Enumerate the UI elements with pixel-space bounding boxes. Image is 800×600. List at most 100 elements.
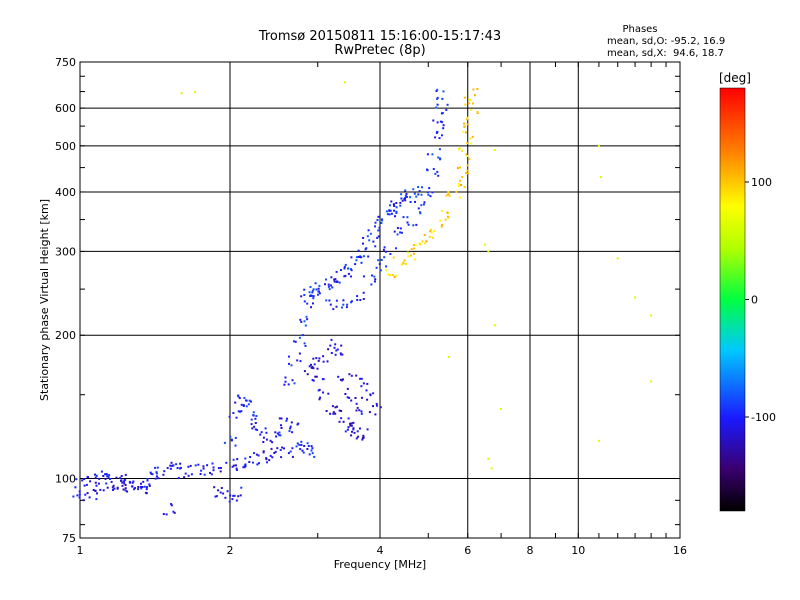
echo-point [343, 81, 346, 84]
echo-point [400, 231, 403, 234]
echo-point [345, 306, 348, 309]
echo-point [472, 88, 475, 91]
echo-point [442, 127, 445, 130]
echo-point [252, 414, 255, 417]
echo-point [219, 467, 222, 469]
echo-point [78, 493, 81, 496]
echo-point [310, 449, 313, 452]
echo-point [393, 205, 396, 207]
echo-point [179, 462, 182, 465]
echo-point [476, 111, 479, 113]
echo-point [374, 413, 377, 416]
echo-point [466, 172, 469, 175]
echo-point [84, 493, 87, 496]
echo-point [234, 444, 237, 447]
echo-point [372, 240, 375, 243]
echo-point [311, 365, 314, 368]
echo-point [235, 467, 238, 470]
echo-point [367, 229, 370, 232]
echo-point [278, 431, 281, 434]
y-tick-label: 750 [55, 56, 76, 69]
echo-point [375, 404, 378, 407]
echo-point [336, 348, 339, 351]
echo-point [350, 434, 353, 437]
echo-point [274, 450, 277, 453]
echo-point [466, 155, 469, 157]
echo-point [350, 269, 353, 272]
echo-point [308, 453, 311, 456]
echo-point [170, 504, 173, 507]
echo-point [392, 203, 395, 206]
y-axis-ticks: 75 100 200 300 400 500 600 750 [55, 56, 680, 545]
echo-point [441, 97, 444, 100]
echo-point [124, 473, 127, 476]
echo-point [461, 149, 464, 152]
echo-point [404, 199, 407, 202]
echo-point [327, 392, 330, 395]
echo-point [312, 302, 314, 305]
echo-point [94, 476, 97, 479]
echo-point [132, 480, 135, 483]
echo-point [237, 495, 240, 498]
echo-point [318, 357, 321, 360]
y-tick-label: 600 [55, 102, 76, 115]
echo-point [189, 464, 192, 467]
echo-point [440, 209, 443, 212]
echo-point [360, 385, 363, 388]
echo-point [469, 99, 472, 102]
echo-point [461, 176, 464, 178]
echo-point [112, 484, 115, 487]
echo-point [81, 479, 84, 482]
echo-point [353, 431, 356, 434]
echo-point [255, 415, 258, 417]
echo-point [155, 471, 158, 474]
echo-point [372, 392, 375, 395]
echo-point [399, 227, 402, 230]
echo-point [134, 487, 136, 489]
echo-point [140, 487, 143, 490]
echo-point [374, 280, 376, 283]
echo-point [429, 195, 432, 198]
echo-point [318, 284, 321, 287]
echo-point [334, 278, 337, 281]
echo-point [361, 396, 363, 399]
echo-point [409, 254, 412, 257]
echo-point [303, 342, 306, 345]
echo-point [120, 475, 123, 477]
echo-point [455, 190, 458, 193]
echo-point [423, 234, 426, 237]
echo-point [287, 383, 290, 386]
echo-point [437, 174, 440, 177]
echo-point [203, 473, 206, 476]
echo-point [386, 213, 389, 216]
echo-point [235, 469, 238, 471]
echo-point [395, 202, 398, 204]
echo-point [415, 195, 418, 198]
echo-point [378, 226, 381, 229]
echo-point [155, 472, 158, 475]
echo-point [232, 412, 235, 414]
echo-point [319, 396, 322, 399]
echo-point [232, 458, 235, 461]
echo-point [338, 420, 341, 423]
echo-point [172, 464, 175, 467]
y-tick-label: 500 [55, 140, 76, 153]
echo-point [335, 270, 338, 273]
echo-point [442, 124, 445, 127]
echo-point [374, 245, 377, 248]
echo-point [458, 179, 461, 182]
echo-point [362, 291, 365, 294]
echo-point [377, 259, 380, 262]
echo-point [371, 274, 373, 277]
echo-point [395, 206, 398, 209]
echo-point [350, 374, 353, 377]
echo-point [392, 274, 394, 276]
echo-point [239, 494, 242, 497]
echo-point [316, 367, 319, 370]
echo-point [229, 494, 232, 497]
echo-point [382, 248, 385, 251]
echo-point [383, 256, 386, 259]
echo-point [414, 244, 417, 247]
echo-point [335, 349, 338, 352]
echo-point [210, 473, 213, 476]
